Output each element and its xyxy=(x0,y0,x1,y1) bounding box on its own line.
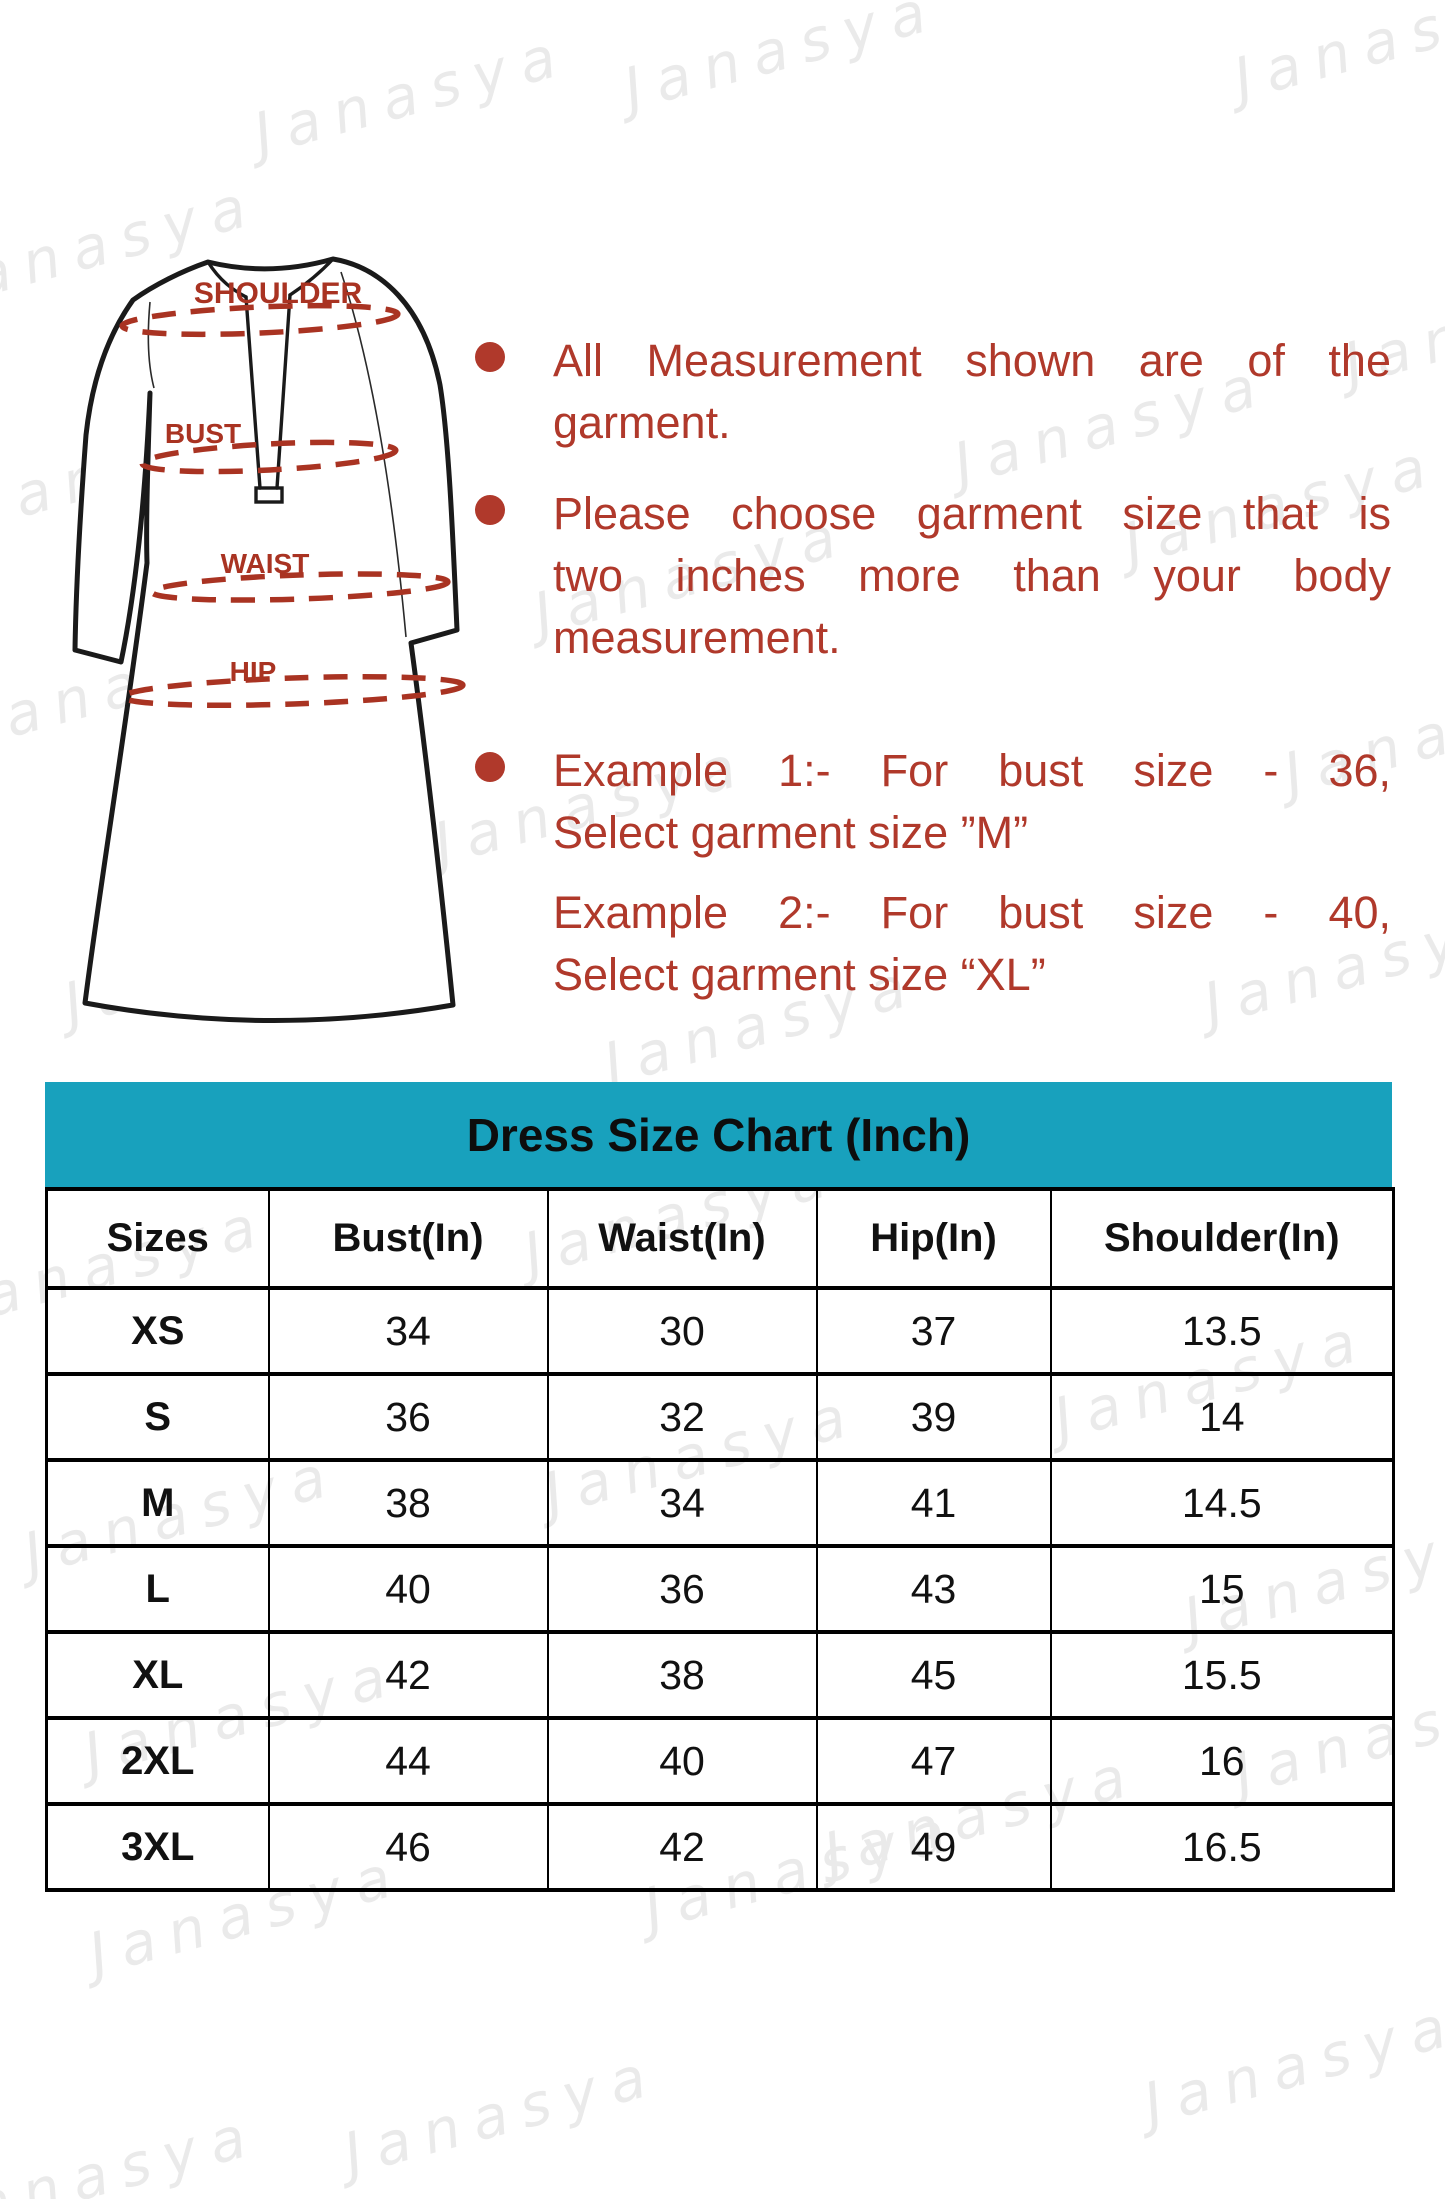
size-chart-title: Dress Size Chart (Inch) xyxy=(45,1082,1392,1187)
hip-value: 41 xyxy=(815,1458,1052,1548)
table-row: 3XL 46 42 49 16.5 xyxy=(45,1802,1395,1892)
size-label: S xyxy=(45,1372,270,1462)
neckline-left-seam xyxy=(206,260,248,299)
hip-value: 45 xyxy=(815,1630,1052,1720)
brand-watermark: Janasya xyxy=(1226,0,1445,114)
waist-dash-line xyxy=(149,571,451,603)
note-line: Example 1:- For bust size - 36, xyxy=(553,745,1391,796)
hip-value: 39 xyxy=(815,1372,1052,1462)
waist-value: 40 xyxy=(546,1716,818,1806)
shoulder-value: 15.5 xyxy=(1049,1630,1395,1720)
waist-value: 42 xyxy=(546,1802,818,1892)
shoulder-value: 15 xyxy=(1049,1544,1395,1634)
waist-value: 30 xyxy=(546,1286,818,1376)
hip-label: HIP xyxy=(230,656,277,687)
note-line: two inches more than your body xyxy=(553,550,1391,601)
bust-value: 38 xyxy=(267,1458,549,1548)
hip-value: 47 xyxy=(815,1716,1052,1806)
shoulder-value: 14.5 xyxy=(1049,1458,1395,1548)
neck-placket xyxy=(244,293,292,490)
col-header-bust: Bust(In) xyxy=(267,1187,549,1290)
col-header-hip: Hip(In) xyxy=(815,1187,1052,1290)
table-row: XS 34 30 37 13.5 xyxy=(45,1286,1395,1376)
shoulder-value: 16 xyxy=(1049,1716,1395,1806)
size-label: L xyxy=(45,1544,270,1634)
note-line: Example 2:- For bust size - 40, xyxy=(553,887,1391,938)
note-examples: Example 1:- For bust size - 36, Select g… xyxy=(475,740,1395,1006)
note-choose-size: Please choose garment size that is two i… xyxy=(475,483,1395,669)
bust-value: 34 xyxy=(267,1286,549,1376)
size-label: 2XL xyxy=(45,1716,270,1806)
waist-value: 32 xyxy=(546,1372,818,1462)
example-1: Example 1:- For bust size - 36, Select g… xyxy=(553,740,1395,864)
size-chart-table: Sizes Bust(In) Waist(In) Hip(In) Shoulde… xyxy=(45,1187,1395,1892)
brand-watermark: Janasya xyxy=(1136,1989,1445,2139)
waist-value: 38 xyxy=(546,1630,818,1720)
note-choose-size-text: Please choose garment size that is two i… xyxy=(553,483,1395,669)
col-header-sizes: Sizes xyxy=(45,1187,270,1290)
shoulder-dash-line xyxy=(119,302,401,338)
hip-dash-line xyxy=(120,673,466,709)
bust-dash-line xyxy=(139,439,399,475)
col-header-shoulder: Shoulder(In) xyxy=(1049,1187,1395,1290)
note-line: Select garment size ”M” xyxy=(553,807,1029,858)
table-row: L 40 36 43 15 xyxy=(45,1544,1395,1634)
waist-value: 36 xyxy=(546,1544,818,1634)
note-line: All Measurement shown are of the xyxy=(553,335,1391,386)
dress-illustration: SHOULDER BUST WAIST HIP xyxy=(72,256,466,1023)
note-line: Please choose garment size that is xyxy=(553,488,1391,539)
note-examples-text: Example 1:- For bust size - 36, Select g… xyxy=(553,740,1395,1006)
right-armhole-seam xyxy=(340,271,407,638)
shoulder-value: 14 xyxy=(1049,1372,1395,1462)
bust-value: 46 xyxy=(267,1802,549,1892)
note-measurement: All Measurement shown are of the garment… xyxy=(475,330,1395,454)
table-row: S 36 32 39 14 xyxy=(45,1372,1395,1462)
neckline-right-seam xyxy=(288,257,335,297)
hip-value: 37 xyxy=(815,1286,1052,1376)
bust-label: BUST xyxy=(165,418,241,449)
table-row: 2XL 44 40 47 16 xyxy=(45,1716,1395,1806)
size-label: XL xyxy=(45,1630,270,1720)
table-row: XL 42 38 45 15.5 xyxy=(45,1630,1395,1720)
bust-value: 42 xyxy=(267,1630,549,1720)
shoulder-value: 16.5 xyxy=(1049,1802,1395,1892)
note-line: garment. xyxy=(553,397,731,448)
bullet-icon xyxy=(475,342,505,372)
brand-watermark: Janasya xyxy=(336,2039,667,2189)
brand-watermark: Janasya xyxy=(616,0,947,124)
shoulder-value: 13.5 xyxy=(1049,1286,1395,1376)
brand-watermark: Janasya xyxy=(246,19,577,169)
brand-watermark: Janasya xyxy=(0,2099,267,2199)
shoulder-label: SHOULDER xyxy=(194,277,363,310)
size-label: M xyxy=(45,1458,270,1548)
example-2: Example 2:- For bust size - 40, Select g… xyxy=(553,882,1395,1006)
bullet-icon xyxy=(475,752,505,782)
table-header-row: Sizes Bust(In) Waist(In) Hip(In) Shoulde… xyxy=(45,1187,1395,1290)
size-label: XS xyxy=(45,1286,270,1376)
bust-value: 36 xyxy=(267,1372,549,1462)
left-armhole-seam xyxy=(147,301,155,389)
waist-label: WAIST xyxy=(221,548,310,579)
note-measurement-text: All Measurement shown are of the garment… xyxy=(553,330,1395,454)
bullet-icon xyxy=(475,495,505,525)
bust-value: 40 xyxy=(267,1544,549,1634)
note-line: measurement. xyxy=(553,612,841,663)
table-row: M 38 34 41 14.5 xyxy=(45,1458,1395,1548)
col-header-waist: Waist(In) xyxy=(546,1187,818,1290)
dress-outline xyxy=(72,256,460,1023)
dress-figure: SHOULDER BUST WAIST HIP xyxy=(50,245,480,1045)
hip-value: 49 xyxy=(815,1802,1052,1892)
hip-value: 43 xyxy=(815,1544,1052,1634)
size-label: 3XL xyxy=(45,1802,270,1892)
waist-value: 34 xyxy=(546,1458,818,1548)
bust-value: 44 xyxy=(267,1716,549,1806)
note-line: Select garment size “XL” xyxy=(553,949,1046,1000)
placket-box xyxy=(254,486,284,504)
